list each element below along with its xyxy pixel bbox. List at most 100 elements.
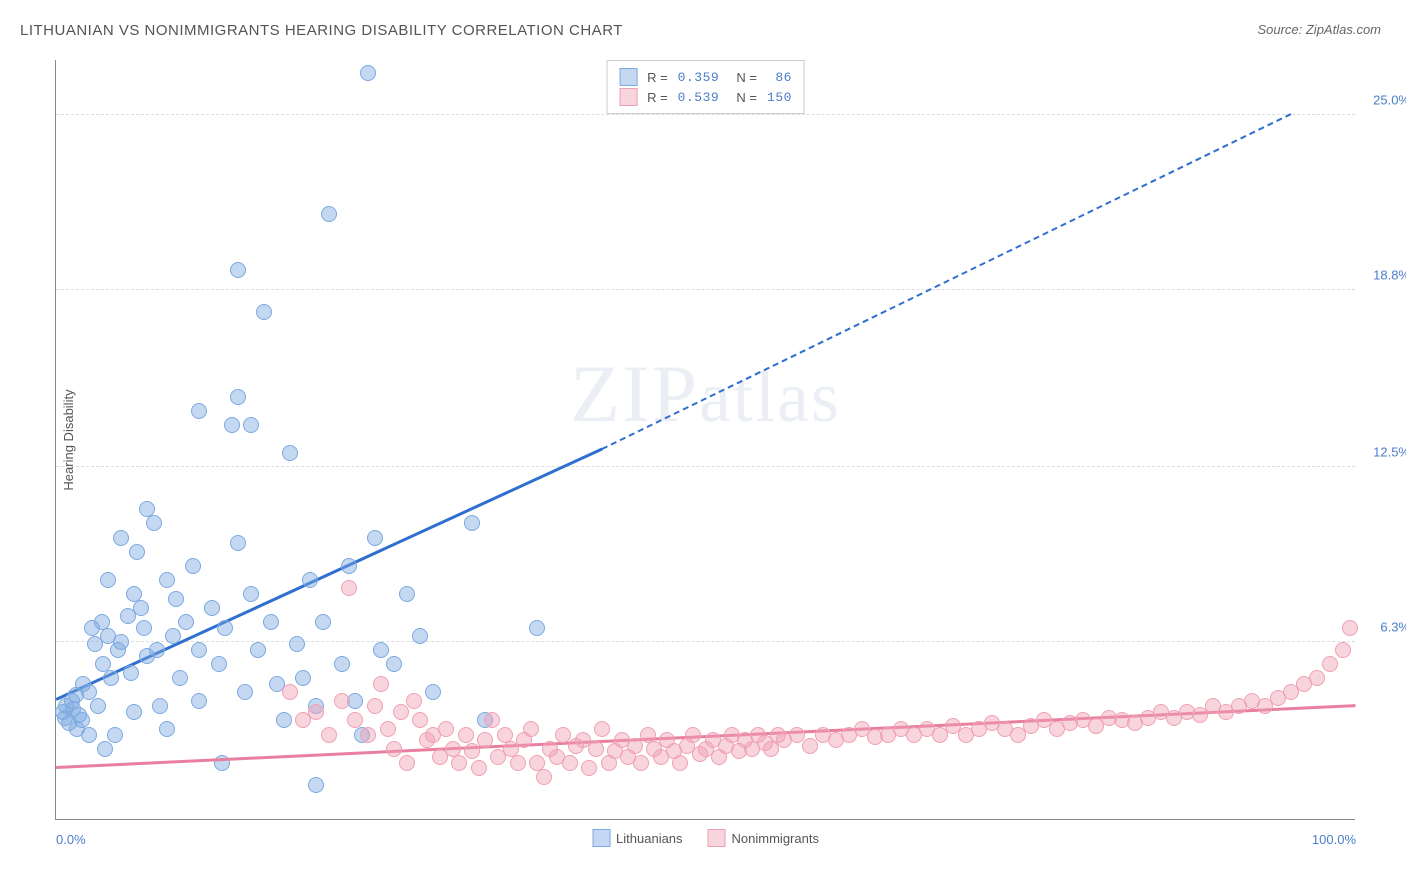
- x-tick-label: 0.0%: [56, 832, 86, 847]
- legend-swatch: [619, 68, 637, 86]
- data-point: [230, 389, 246, 405]
- data-point: [373, 676, 389, 692]
- legend-label: Nonimmigrants: [732, 831, 819, 846]
- data-point: [230, 262, 246, 278]
- scatter-plot: Hearing Disability ZIPatlas R = 0.359 N …: [55, 60, 1355, 820]
- x-tick-label: 100.0%: [1312, 832, 1356, 847]
- legend-swatch: [592, 829, 610, 847]
- data-point: [464, 743, 480, 759]
- data-point: [562, 755, 578, 771]
- data-point: [523, 721, 539, 737]
- legend-swatch: [619, 88, 637, 106]
- data-point: [172, 670, 188, 686]
- y-tick-label: 18.8%: [1373, 267, 1406, 282]
- data-point: [243, 417, 259, 433]
- data-point: [380, 721, 396, 737]
- y-tick-label: 12.5%: [1373, 445, 1406, 460]
- data-point: [250, 642, 266, 658]
- y-tick-label: 6.3%: [1380, 619, 1406, 634]
- legend-row: R = 0.359 N = 86: [619, 67, 792, 87]
- data-point: [113, 530, 129, 546]
- data-point: [185, 558, 201, 574]
- data-point: [484, 712, 500, 728]
- data-point: [217, 620, 233, 636]
- legend-row: R = 0.539 N = 150: [619, 87, 792, 107]
- legend-n-value: 86: [767, 70, 792, 85]
- data-point: [133, 600, 149, 616]
- source-attribution: Source: ZipAtlas.com: [1257, 22, 1381, 37]
- data-point: [458, 727, 474, 743]
- data-point: [159, 572, 175, 588]
- data-point: [341, 580, 357, 596]
- data-point: [168, 591, 184, 607]
- data-point: [529, 620, 545, 636]
- data-point: [129, 544, 145, 560]
- data-point: [107, 727, 123, 743]
- data-point: [100, 572, 116, 588]
- data-point: [334, 693, 350, 709]
- data-point: [672, 755, 688, 771]
- data-point: [367, 530, 383, 546]
- data-point: [224, 417, 240, 433]
- trend-line: [55, 448, 602, 701]
- data-point: [367, 698, 383, 714]
- data-point: [399, 586, 415, 602]
- data-point: [81, 727, 97, 743]
- gridline: [56, 466, 1355, 467]
- data-point: [1322, 656, 1338, 672]
- data-point: [103, 670, 119, 686]
- data-point: [126, 704, 142, 720]
- legend-item: Nonimmigrants: [708, 829, 819, 847]
- data-point: [256, 304, 272, 320]
- gridline: [56, 289, 1355, 290]
- data-point: [263, 614, 279, 630]
- data-point: [289, 636, 305, 652]
- data-point: [386, 656, 402, 672]
- data-point: [90, 698, 106, 714]
- data-point: [581, 760, 597, 776]
- data-point: [627, 738, 643, 754]
- data-point: [321, 727, 337, 743]
- data-point: [334, 656, 350, 672]
- data-point: [633, 755, 649, 771]
- chart-title: LITHUANIAN VS NONIMMIGRANTS HEARING DISA…: [20, 22, 623, 39]
- data-point: [360, 65, 376, 81]
- legend-swatch: [708, 829, 726, 847]
- legend-item: Lithuanians: [592, 829, 683, 847]
- data-point: [282, 445, 298, 461]
- data-point: [1309, 670, 1325, 686]
- correlation-legend: R = 0.359 N = 86R = 0.539 N = 150: [606, 60, 805, 114]
- data-point: [97, 741, 113, 757]
- legend-r-value: 0.359: [678, 70, 720, 85]
- data-point: [1335, 642, 1351, 658]
- data-point: [308, 777, 324, 793]
- data-point: [295, 670, 311, 686]
- data-point: [113, 634, 129, 650]
- data-point: [191, 403, 207, 419]
- data-point: [360, 727, 376, 743]
- data-point: [302, 572, 318, 588]
- data-point: [243, 586, 259, 602]
- data-point: [471, 760, 487, 776]
- watermark: ZIPatlas: [570, 347, 841, 441]
- data-point: [152, 698, 168, 714]
- data-point: [347, 712, 363, 728]
- data-point: [159, 721, 175, 737]
- data-point: [464, 515, 480, 531]
- data-point: [399, 755, 415, 771]
- legend-r-label: R =: [647, 90, 668, 105]
- legend-r-value: 0.539: [678, 90, 720, 105]
- data-point: [230, 535, 246, 551]
- legend-label: Lithuanians: [616, 831, 683, 846]
- data-point: [406, 693, 422, 709]
- data-point: [211, 656, 227, 672]
- data-point: [373, 642, 389, 658]
- gridline: [56, 641, 1355, 642]
- data-point: [1342, 620, 1358, 636]
- data-point: [165, 628, 181, 644]
- trend-line-dashed: [602, 113, 1292, 450]
- legend-n-label: N =: [729, 70, 757, 85]
- data-point: [341, 558, 357, 574]
- data-point: [276, 712, 292, 728]
- data-point: [178, 614, 194, 630]
